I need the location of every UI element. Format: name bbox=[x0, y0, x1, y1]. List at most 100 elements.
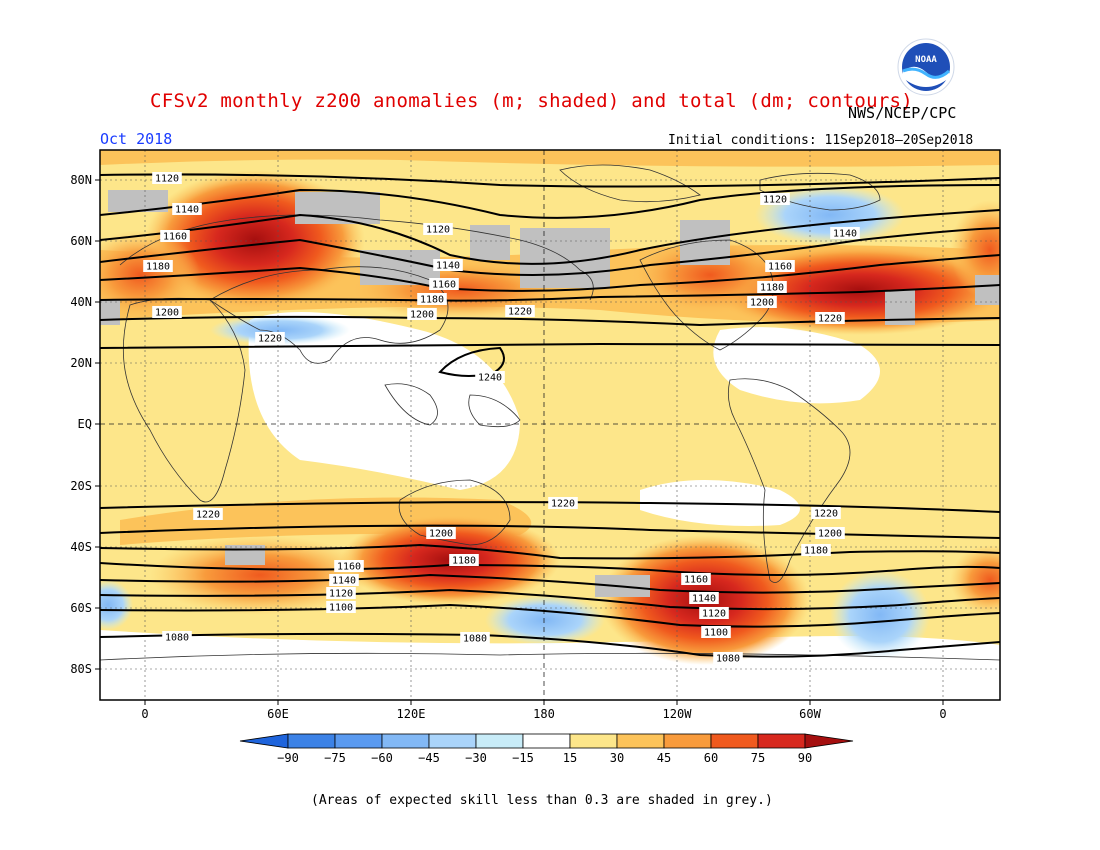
latitude-label: 80S bbox=[70, 662, 92, 676]
anomaly-min bbox=[485, 595, 605, 645]
longitude-label: 0 bbox=[141, 707, 148, 721]
contour-label-bg bbox=[326, 587, 356, 599]
low-skill-patches bbox=[100, 190, 1000, 597]
colorbar-swatch bbox=[475, 733, 524, 749]
contour-label: 1160 bbox=[768, 262, 792, 273]
contour-label: 1080 bbox=[716, 654, 740, 665]
contour-label: 1240 bbox=[478, 373, 502, 384]
contour-label: 1200 bbox=[429, 529, 453, 540]
latitude-label: 60S bbox=[70, 601, 92, 615]
month-label: Oct 2018 bbox=[100, 130, 173, 148]
contour-label-bg bbox=[681, 573, 711, 585]
anomaly-min bbox=[100, 580, 133, 630]
contour-label: 1220 bbox=[551, 499, 575, 510]
colorbar-swatch bbox=[757, 733, 806, 749]
contour-label-bg bbox=[689, 592, 719, 604]
contour-labels: 1120 1140 1160 1180 1200 1220 1120 1140 1160 1180… bbox=[143, 172, 860, 665]
contour-line bbox=[100, 254, 1000, 292]
contour-label-bg bbox=[815, 312, 845, 324]
contour-label-bg bbox=[433, 259, 463, 271]
contour-label-bg bbox=[449, 554, 479, 566]
contour-line bbox=[100, 573, 1000, 594]
colorbar-label: −60 bbox=[371, 751, 393, 765]
anomaly-min bbox=[830, 570, 930, 660]
contour-line bbox=[100, 342, 1000, 349]
contour-label-bg bbox=[548, 497, 578, 509]
contour-label: 1180 bbox=[146, 262, 170, 273]
colorbar-swatch bbox=[710, 733, 759, 749]
contour-label: 1200 bbox=[155, 308, 179, 319]
colorbar-label: 90 bbox=[798, 751, 812, 765]
contour-label-bg bbox=[152, 306, 182, 318]
longitude-label: 60E bbox=[267, 707, 289, 721]
contour-label: 1120 bbox=[155, 174, 179, 185]
contour-label-bg bbox=[423, 223, 453, 235]
contour-label: 1100 bbox=[704, 628, 728, 639]
initial-conditions-label: Initial conditions: 11Sep2018–20Sep2018 bbox=[668, 133, 974, 148]
contour-label-bg bbox=[417, 293, 447, 305]
colorbar-swatches bbox=[239, 733, 854, 749]
contour-label-bg bbox=[152, 172, 182, 184]
contour-label-bg bbox=[460, 632, 490, 644]
contour-lines bbox=[100, 173, 1000, 658]
contour-label-bg bbox=[505, 305, 535, 317]
contour-label-bg bbox=[172, 203, 202, 215]
agency-label: NWS/NCEP/CPC bbox=[848, 104, 957, 122]
longitude-label: 60W bbox=[799, 707, 821, 721]
contour-label-bg bbox=[162, 631, 192, 643]
contour-label: 1140 bbox=[175, 205, 199, 216]
colorbar-swatch bbox=[381, 733, 430, 749]
contour-label-bg bbox=[334, 560, 364, 572]
contour-label: 1180 bbox=[452, 556, 476, 567]
anomaly-min bbox=[755, 185, 905, 245]
neutral-zone bbox=[248, 312, 521, 490]
contour-label: 1220 bbox=[258, 334, 282, 345]
contour-label: 1140 bbox=[692, 594, 716, 605]
contour-label: 1160 bbox=[337, 562, 361, 573]
contour-label-bg bbox=[193, 508, 223, 520]
contour-label-bg bbox=[143, 260, 173, 272]
contour-label: 1220 bbox=[196, 510, 220, 521]
anomaly-min bbox=[210, 315, 350, 345]
contour-label: 1180 bbox=[420, 295, 444, 306]
colorbar-swatch bbox=[334, 733, 383, 749]
contour-label: 1220 bbox=[508, 307, 532, 318]
anomaly-max bbox=[950, 545, 1000, 615]
colorbar-swatch bbox=[428, 733, 477, 749]
longitude-label: 120E bbox=[397, 707, 426, 721]
contour-label: 1220 bbox=[814, 509, 838, 520]
contour-line bbox=[100, 562, 1000, 576]
latitude-label: 60N bbox=[70, 234, 92, 248]
colorbar-label: 30 bbox=[610, 751, 624, 765]
contour-label: 1160 bbox=[432, 280, 456, 291]
contour-label: 1140 bbox=[833, 229, 857, 240]
map-frame bbox=[99, 149, 1001, 701]
contour-line bbox=[100, 173, 1000, 188]
colorbar-labels: −90 −75 −60 −45 −30 −15 15 30 45 60 75 90 bbox=[277, 751, 812, 765]
anomaly-max bbox=[950, 200, 1000, 300]
contour-label: 1140 bbox=[436, 261, 460, 272]
positive-zone bbox=[100, 150, 1000, 167]
colorbar-arrow-low bbox=[239, 733, 289, 749]
contour-label-bg bbox=[426, 527, 456, 539]
contour-label: 1220 bbox=[818, 314, 842, 325]
longitude-label: 0 bbox=[939, 707, 946, 721]
contour-label-bg bbox=[255, 332, 285, 344]
contour-label: 1080 bbox=[165, 633, 189, 644]
colorbar-label: −45 bbox=[418, 751, 440, 765]
contour-label-bg bbox=[429, 278, 459, 290]
colorbar-arrow-high bbox=[804, 733, 854, 749]
colorbar-label: −75 bbox=[324, 751, 346, 765]
contour-label: 1100 bbox=[329, 603, 353, 614]
contour-label-bg bbox=[701, 626, 731, 638]
colorbar-swatch bbox=[616, 733, 665, 749]
contour-label: 1180 bbox=[760, 283, 784, 294]
contour-label-bg bbox=[760, 193, 790, 205]
latitude-label: EQ bbox=[78, 417, 92, 431]
reference-lines bbox=[100, 150, 1000, 700]
latitude-label: 20S bbox=[70, 479, 92, 493]
colorbar-label: 75 bbox=[751, 751, 765, 765]
contour-line bbox=[100, 632, 1000, 658]
colorbar-swatch bbox=[663, 733, 712, 749]
